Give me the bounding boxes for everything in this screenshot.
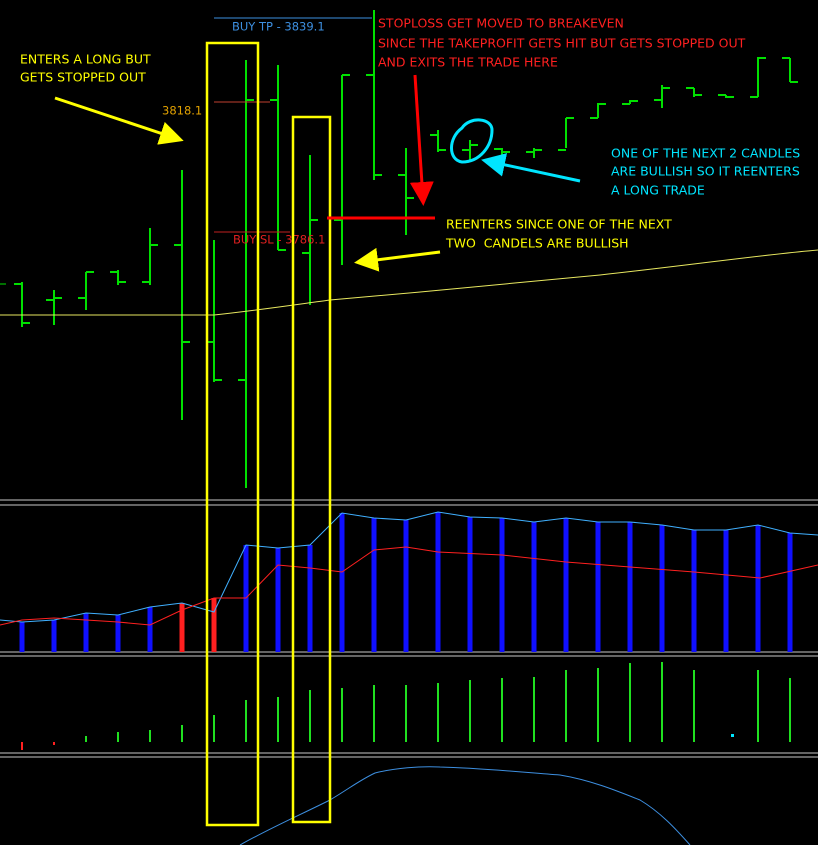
signal-line bbox=[0, 511, 818, 623]
histogram-bar bbox=[691, 530, 697, 652]
histogram-bar bbox=[755, 525, 761, 652]
histogram-bar bbox=[115, 615, 121, 652]
annotation-text: ENTERS A LONG BUT bbox=[20, 52, 151, 67]
histogram-bar bbox=[307, 545, 313, 652]
highlight-circle bbox=[450, 118, 494, 164]
arrow bbox=[354, 247, 441, 272]
histogram-bar bbox=[51, 620, 57, 652]
histogram-bar bbox=[19, 622, 25, 652]
arrow bbox=[409, 74, 434, 206]
histogram-bar bbox=[467, 517, 473, 652]
histogram-bar bbox=[499, 518, 505, 652]
histogram-bar bbox=[659, 525, 665, 652]
stop-loss-label: BUY SL - 3786.1 bbox=[233, 233, 325, 247]
histogram-bar bbox=[275, 548, 281, 652]
histogram-bar bbox=[627, 522, 633, 652]
histogram-bar bbox=[435, 512, 441, 652]
oscillator-line bbox=[239, 766, 691, 845]
annotation-text: GETS STOPPED OUT bbox=[20, 70, 146, 85]
histogram-bar bbox=[371, 518, 377, 652]
histogram-bar bbox=[83, 613, 89, 652]
arrow bbox=[54, 96, 184, 145]
signal-line bbox=[0, 546, 818, 626]
annotation-text: ONE OF THE NEXT 2 CANDLES bbox=[611, 146, 800, 161]
annotation-text: ARE BULLISH SO IT REENTERS bbox=[611, 164, 800, 179]
histogram-bar bbox=[211, 598, 217, 652]
annotation-text: SINCE THE TAKEPROFIT GETS HIT BUT GETS S… bbox=[378, 36, 746, 51]
take-profit-label: BUY TP - 3839.1 bbox=[232, 20, 325, 34]
chart-layer bbox=[0, 10, 818, 845]
annotation-text: STOPLOSS GET MOVED TO BREAKEVEN bbox=[378, 16, 624, 31]
histogram-bar bbox=[595, 522, 601, 652]
histogram-bar bbox=[179, 603, 185, 652]
arrow bbox=[481, 153, 581, 183]
annotation-text: A LONG TRADE bbox=[611, 183, 705, 198]
histogram-bar bbox=[563, 518, 569, 652]
highlight-box bbox=[291, 115, 332, 824]
highlight-box bbox=[205, 41, 260, 827]
annotation-text: TWO CANDELS ARE BULLISH bbox=[445, 236, 629, 251]
histogram-bar bbox=[723, 530, 729, 652]
annotation-text: REENTERS SINCE ONE OF THE NEXT bbox=[446, 217, 672, 232]
histogram-bar bbox=[787, 533, 793, 652]
volume-dot bbox=[731, 734, 734, 737]
moving-average bbox=[0, 249, 818, 316]
entry-label: 3818.1 bbox=[162, 104, 202, 118]
histogram-bar bbox=[147, 607, 153, 652]
histogram-bar bbox=[339, 513, 345, 652]
histogram-bar bbox=[403, 520, 409, 652]
histogram-bar bbox=[531, 522, 537, 652]
annotation-text: AND EXITS THE TRADE HERE bbox=[378, 55, 558, 70]
